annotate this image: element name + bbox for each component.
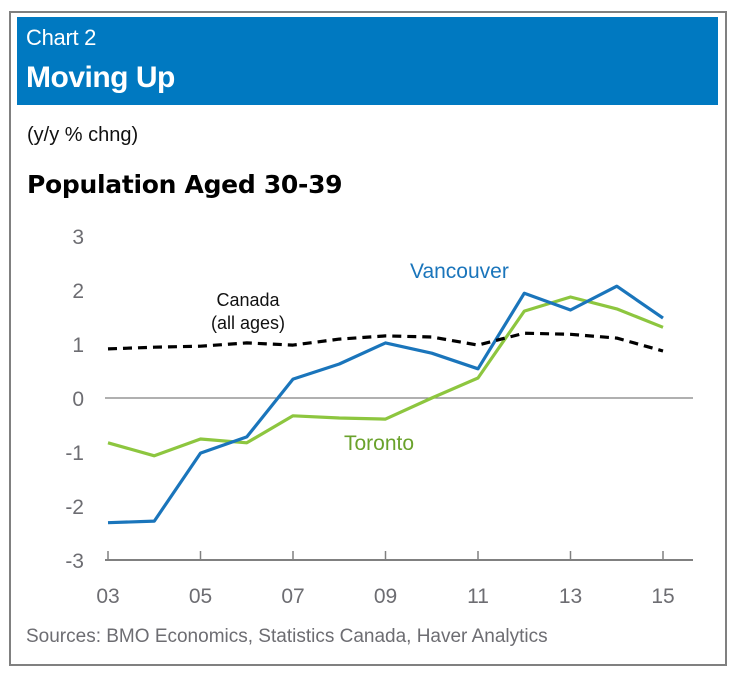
y-tick-label: -3 (65, 550, 84, 573)
canada-line (107, 331, 664, 353)
toronto-line (107, 295, 664, 458)
chart-subtitle: Population Aged 30-39 (27, 170, 343, 199)
chart-frame (9, 11, 727, 666)
x-tick-label: 07 (281, 585, 304, 608)
x-tick-label: 11 (467, 585, 489, 608)
y-tick-label: 0 (72, 388, 84, 411)
vancouver-label: Vancouver (410, 260, 509, 283)
canada-label-line2: (all ages) (211, 313, 285, 333)
chart-number: Chart 2 (26, 25, 97, 50)
y-tick-label: -2 (65, 496, 84, 519)
x-axis: 03 05 07 09 11 13 15 (96, 551, 693, 608)
x-tick-label: 15 (651, 585, 674, 608)
series-layer (107, 284, 664, 525)
y-axis: 3 2 1 0 -1 -2 -3 (65, 226, 84, 573)
chart-title: Moving Up (26, 61, 175, 94)
y-tick-label: 3 (72, 226, 84, 249)
x-tick-label: 03 (96, 585, 119, 608)
canada-label-line1: Canada (216, 290, 280, 310)
source-note: Sources: BMO Economics, Statistics Canad… (26, 626, 548, 647)
y-tick-label: 1 (72, 334, 84, 357)
x-tick-label: 13 (559, 585, 582, 608)
vancouver-line (107, 284, 664, 525)
y-tick-label: -1 (65, 442, 84, 465)
toronto-label: Toronto (344, 432, 414, 455)
y-tick-label: 2 (72, 280, 84, 303)
unit-label: (y/y % chng) (27, 124, 139, 146)
chart-header: Chart 2 Moving Up (17, 17, 718, 105)
x-tick-label: 09 (374, 585, 397, 608)
x-tick-label: 05 (189, 585, 212, 608)
